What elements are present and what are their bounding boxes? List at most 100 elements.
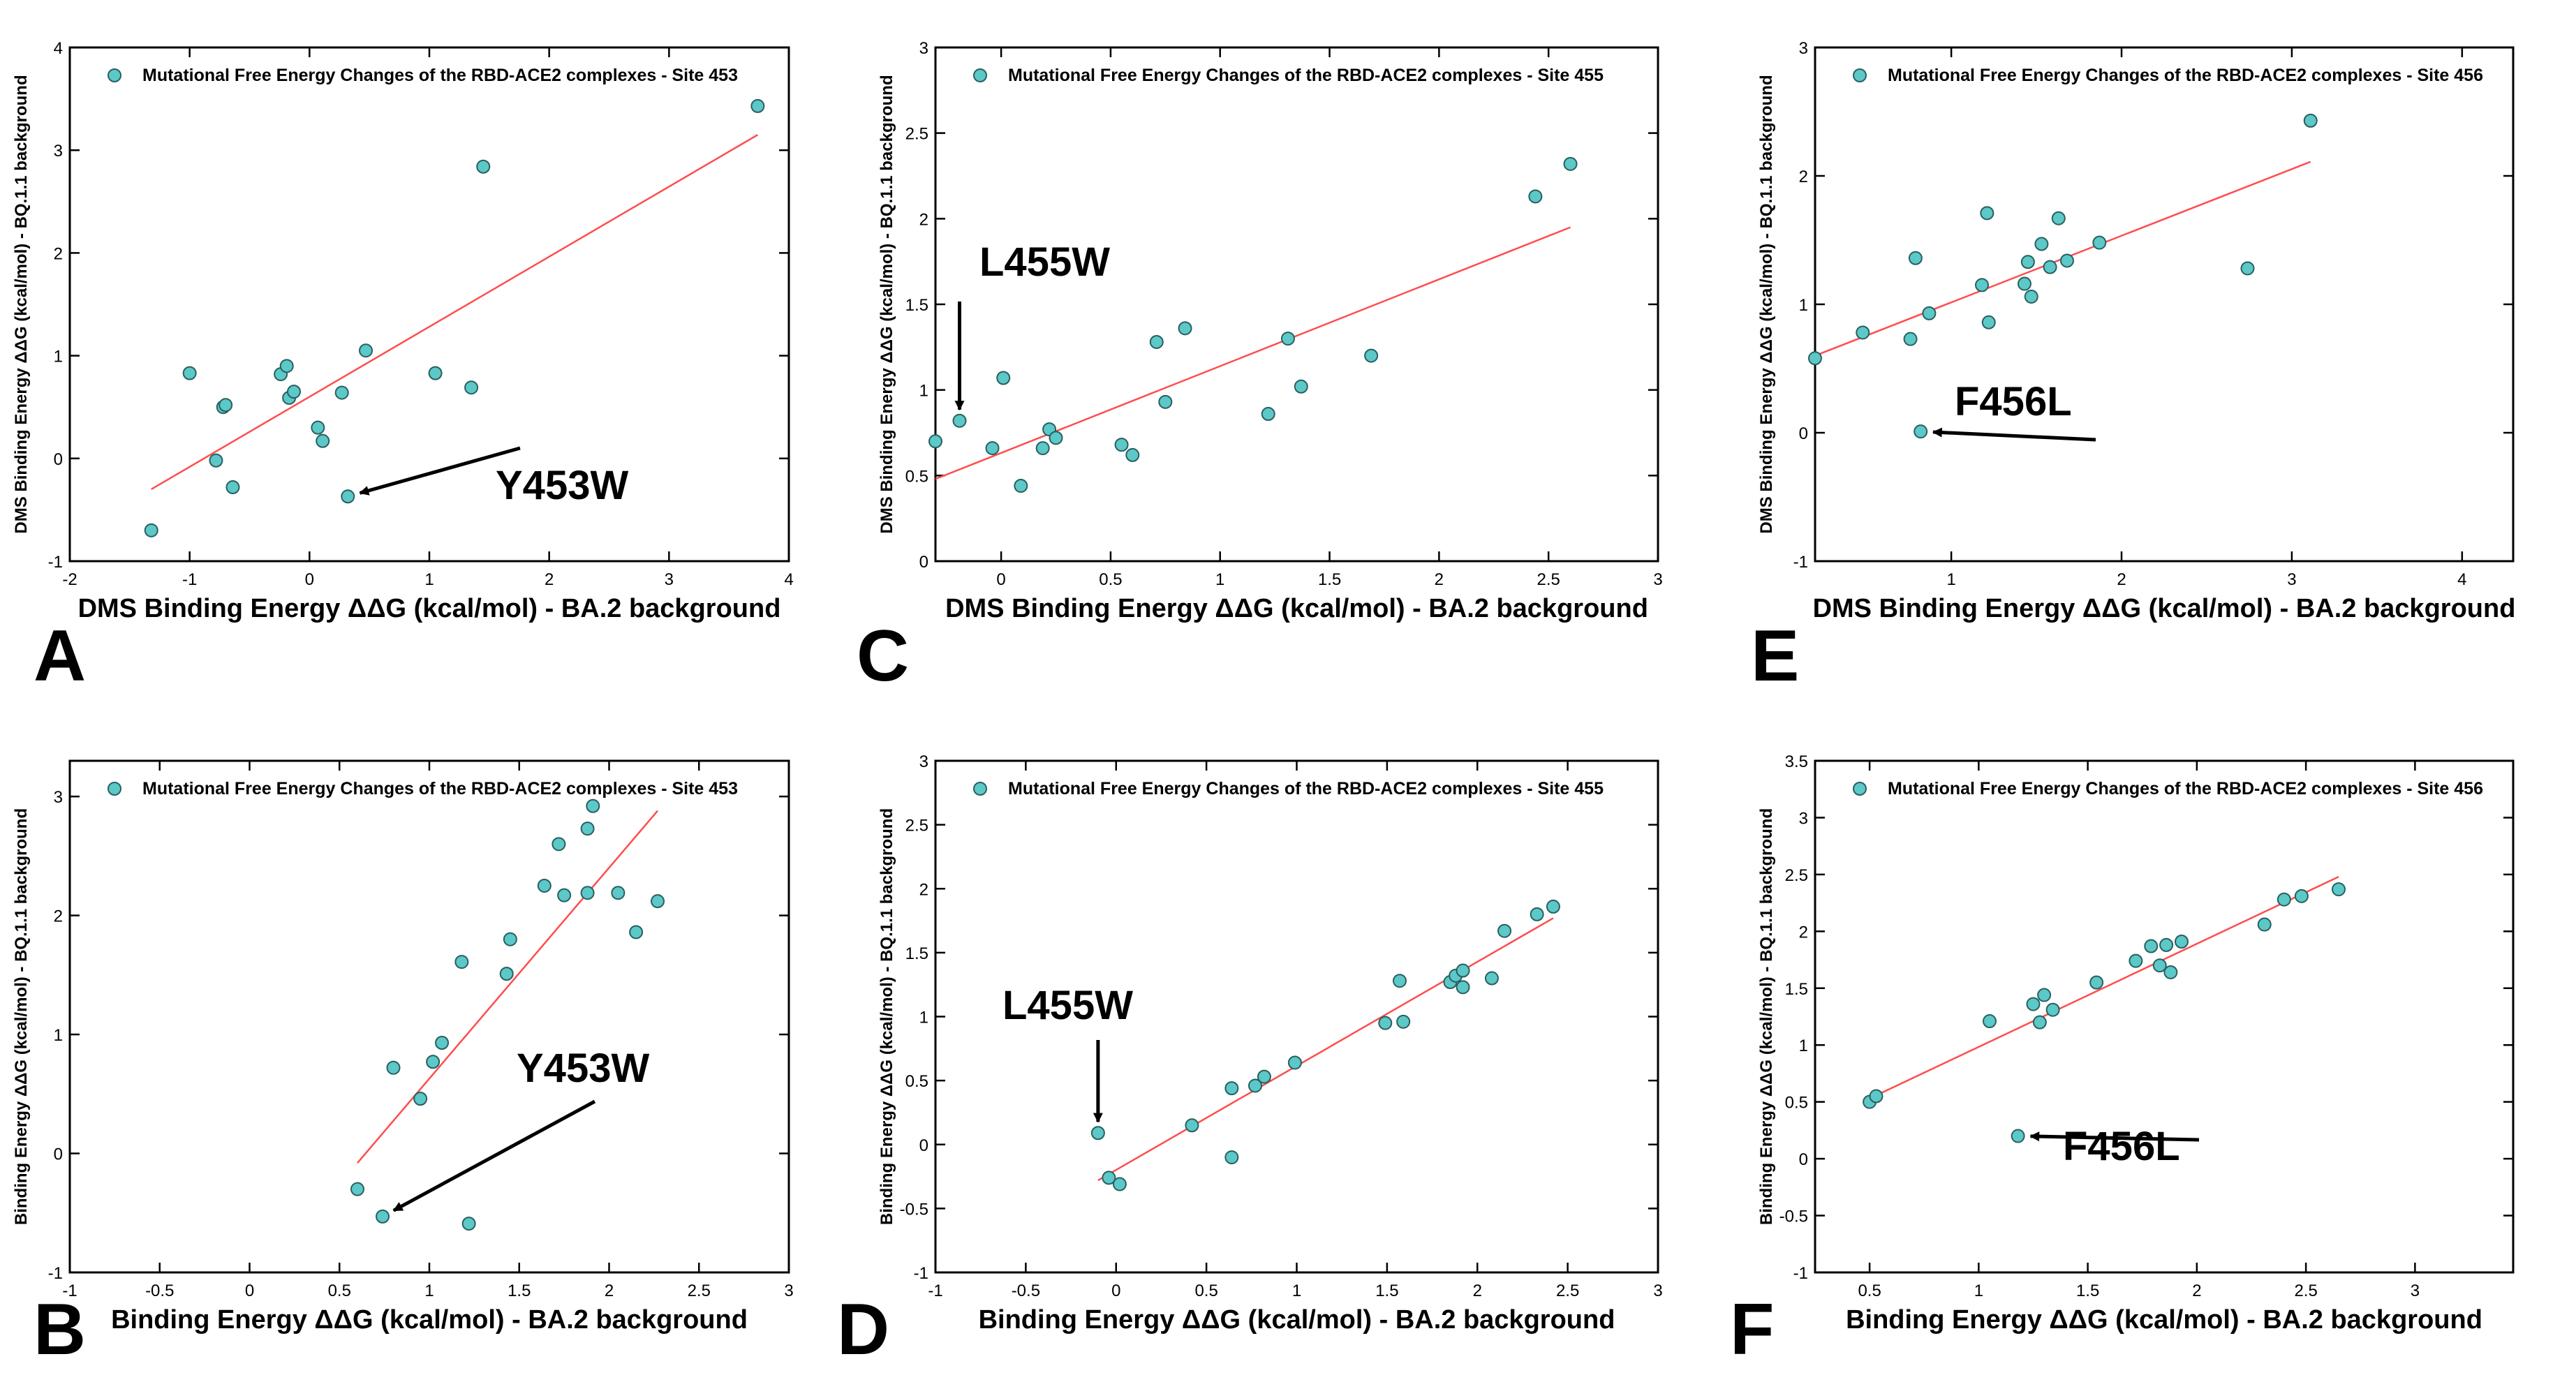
data-point xyxy=(1224,1150,1239,1165)
plot-frame xyxy=(68,46,790,563)
y-tick-label: 2.5 xyxy=(905,125,928,144)
x-axis-label: DMS Binding Energy ΔΔG (kcal/mol) - BA.2… xyxy=(1813,594,2516,623)
y-tick-label: 3 xyxy=(54,788,63,807)
data-point xyxy=(1396,1014,1411,1029)
y-tick-label: 0 xyxy=(54,450,63,469)
y-tick-label: 1 xyxy=(919,1009,928,1027)
y-axis-label: Binding Energy ΔΔG (kcal/mol) - BQ.1.1 b… xyxy=(12,808,31,1225)
data-point xyxy=(454,955,469,969)
annotation-label: F456L xyxy=(2063,1124,2180,1169)
data-point xyxy=(2144,939,2159,953)
y-tick-label: 2 xyxy=(919,880,928,899)
y-tick-label: -0.5 xyxy=(900,1200,928,1219)
x-axis-label: Binding Energy ΔΔG (kcal/mol) - BA.2 bac… xyxy=(111,1305,748,1335)
x-tick-label: -0.5 xyxy=(145,1281,174,1300)
data-point xyxy=(1112,1177,1127,1191)
data-point xyxy=(334,385,349,400)
y-tick-label: 3 xyxy=(54,142,63,161)
data-point xyxy=(1456,963,1470,978)
y-tick-label: 0.5 xyxy=(905,1072,928,1091)
y-tick-label: 1.5 xyxy=(905,944,928,963)
x-tick-label: 0.5 xyxy=(1194,1281,1217,1300)
fit-line xyxy=(151,134,758,491)
chart-panel-b: -1 -0.5 0 0.5 1 1.5 2 2.5 3 -1 0 1 2 3 Binding Energy … xyxy=(12,759,794,1370)
x-tick-label: 1 xyxy=(424,570,434,589)
data-point xyxy=(1975,278,1990,292)
data-point xyxy=(928,434,942,449)
data-point xyxy=(1158,394,1173,409)
y-tick-label: 0.5 xyxy=(1785,1094,1808,1113)
data-point xyxy=(1456,980,1470,995)
x-tick-label: 3 xyxy=(1653,570,1662,589)
y-tick-label: 2 xyxy=(919,210,928,229)
data-point xyxy=(1903,332,1918,346)
data-point xyxy=(1392,974,1407,988)
y-tick-label: 1 xyxy=(1799,296,1808,315)
data-point xyxy=(1980,206,1994,221)
legend-marker xyxy=(973,782,987,796)
data-point xyxy=(2018,276,2031,291)
x-tick-label: 0.5 xyxy=(328,1281,351,1300)
y-tick-label: 1.5 xyxy=(905,296,928,315)
plot-frame xyxy=(68,759,790,1274)
data-point xyxy=(1981,315,1996,329)
data-point xyxy=(426,1055,441,1069)
y-tick-label: 1.5 xyxy=(1785,980,1808,999)
plot-frame xyxy=(1814,46,2515,563)
data-point xyxy=(2024,289,2038,304)
chart-panel-f: 0.5 1 1.5 2 2.5 3 -1 -0.5 0 0.5 1 1.5 2 2.5 3 3.5 Bindin… xyxy=(1730,752,2515,1370)
legend-text: Mutational Free Energy Changes of the RB… xyxy=(142,66,738,85)
x-tick-label: 0 xyxy=(245,1281,254,1300)
y-axis-label: Binding Energy ΔΔG (kcal/mol) - BQ.1.1 b… xyxy=(878,808,896,1225)
x-tick-label: 3 xyxy=(2287,570,2296,589)
panel-letter: E xyxy=(1751,616,1799,697)
plot-frame xyxy=(934,46,1659,563)
y-tick-label: 2 xyxy=(1799,168,1808,186)
x-tick-label: 2 xyxy=(605,1281,614,1300)
data-point xyxy=(413,1092,428,1106)
chart-panel-d: -1 -0.5 0 0.5 1 1.5 2 2.5 3 -1 -0.5 0 0.5 1 1.5 2 2.5 3 Bi… xyxy=(837,752,1663,1370)
data-point xyxy=(279,359,294,373)
legend-marker xyxy=(1853,782,1867,796)
x-tick-label: 3 xyxy=(665,570,674,589)
y-tick-label: -1 xyxy=(48,1264,63,1283)
y-tick-label: 3 xyxy=(919,752,928,771)
y-tick-label: 0 xyxy=(1799,1150,1808,1169)
annotation-label: L455W xyxy=(979,239,1110,285)
data-point xyxy=(209,453,223,468)
x-tick-label: 2.5 xyxy=(2294,1281,2317,1300)
data-point xyxy=(1922,306,1937,320)
y-tick-label: 4 xyxy=(54,39,63,58)
data-point xyxy=(2240,261,2255,276)
data-point xyxy=(2059,253,2074,268)
panel-letter: F xyxy=(1730,1289,1775,1370)
legend-marker xyxy=(973,68,987,82)
x-tick-label: 1 xyxy=(1946,570,1955,589)
data-point xyxy=(464,380,479,395)
plot-frame xyxy=(1814,759,2515,1274)
data-point xyxy=(435,1036,450,1050)
data-point xyxy=(499,967,514,981)
x-tick-label: 1.5 xyxy=(2076,1281,2099,1300)
data-point xyxy=(1908,251,1923,265)
y-tick-label: 0 xyxy=(1799,424,1808,443)
data-point xyxy=(386,1060,401,1075)
x-tick-label: -1 xyxy=(62,1281,77,1300)
y-tick-label: 1 xyxy=(919,382,928,401)
x-tick-label: 4 xyxy=(2457,570,2466,589)
legend: Mutational Free Energy Changes of the RB… xyxy=(1853,66,2483,85)
y-tick-label: 0.5 xyxy=(905,467,928,486)
x-tick-label: 0 xyxy=(1111,1281,1120,1300)
fit-line xyxy=(1869,876,2339,1099)
data-point xyxy=(2020,255,2035,269)
data-point xyxy=(225,480,240,495)
annotation-label: L455W xyxy=(1002,983,1133,1028)
data-point xyxy=(1528,189,1543,204)
data-point xyxy=(2045,1002,2060,1017)
legend: Mutational Free Energy Changes of the RB… xyxy=(108,66,738,85)
legend-text: Mutational Free Energy Changes of the RB… xyxy=(1888,779,2483,798)
data-point xyxy=(1364,348,1379,363)
y-tick-label: 3 xyxy=(1799,809,1808,828)
data-point xyxy=(1280,332,1295,346)
